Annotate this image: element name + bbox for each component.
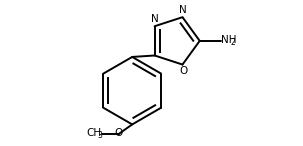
Text: O: O xyxy=(115,128,123,138)
Text: NH: NH xyxy=(221,35,237,45)
Text: CH: CH xyxy=(87,128,102,138)
Text: O: O xyxy=(179,66,188,77)
Text: N: N xyxy=(179,5,186,15)
Text: 3: 3 xyxy=(98,132,102,140)
Text: 2: 2 xyxy=(230,38,235,47)
Text: N: N xyxy=(151,14,158,24)
